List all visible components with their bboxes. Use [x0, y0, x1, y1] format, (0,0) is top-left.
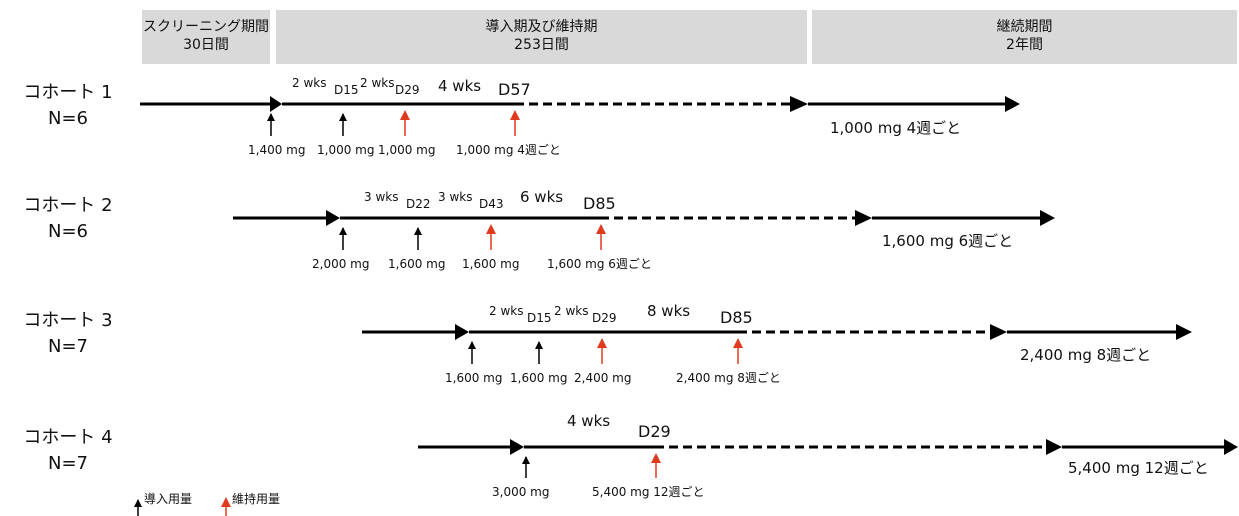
- cohort-1-interval-1: 2 wks: [292, 76, 327, 90]
- cohort-2-label: コホート 2 N=6: [8, 193, 128, 245]
- cohort-3-screening-arrowhead: [455, 324, 469, 340]
- cohort-2-visit-3: D85: [583, 194, 616, 213]
- cohort-2-maintenance-arrowhead-2: [596, 224, 606, 234]
- cohort-3-maintenance-arrowhead-1: [597, 338, 607, 348]
- cohort-1-continuation-arrowhead: [1005, 96, 1020, 112]
- cohort-1-dose-1: 1,400 mg: [248, 143, 306, 157]
- cohort-4-continuation-dose: 5,400 mg 12週ごと: [1068, 459, 1209, 477]
- cohort-4-n: N=7: [48, 453, 88, 474]
- cohort-2-visit-1: D22: [406, 197, 431, 211]
- cohort-3-visit-3: D85: [720, 308, 753, 327]
- cohort-1-maintenance-arrowhead-1: [400, 110, 410, 120]
- cohort-4-screening-arrowhead: [510, 439, 524, 455]
- cohort-3-interval-3: 8 wks: [647, 302, 691, 320]
- cohort-2-continuation-arrowhead: [1040, 210, 1055, 226]
- cohort-1-dashed-arrowhead: [790, 96, 808, 112]
- cohort-3-interval-1: 2 wks: [489, 304, 524, 318]
- cohort-1-maintenance-arrowhead-2: [510, 110, 520, 120]
- cohort-4-continuation-arrowhead: [1224, 439, 1238, 455]
- cohort-1-visit-2: D29: [395, 83, 420, 97]
- phase-continuation-title: 継続期間: [996, 19, 1053, 35]
- legend-maintenance-label: 維持用量: [232, 492, 281, 506]
- cohort-1-screening-arrowhead: [270, 96, 282, 112]
- cohort-2-continuation-dose: 1,600 mg 6週ごと: [882, 232, 1014, 250]
- legend-loading-label: 導入用量: [144, 492, 193, 506]
- cohort-1-visit-1: D15: [334, 83, 359, 97]
- cohort-4-visit-1: D29: [638, 422, 671, 441]
- cohort-3-continuation-arrowhead: [1176, 324, 1192, 340]
- cohort-1-dose-3: 1,000 mg: [378, 143, 436, 157]
- cohort-4-dose-2: 5,400 mg 12週ごと: [592, 485, 705, 499]
- cohort-1-label: コホート 1 N=6: [8, 80, 128, 132]
- cohort-1-dose-4: 1,000 mg 4週ごと: [456, 143, 561, 157]
- cohort-3-label: コホート 3 N=7: [8, 308, 128, 360]
- cohort-1-dose-2: 1,000 mg: [317, 143, 375, 157]
- cohort-2-maintenance-arrowhead-1: [486, 224, 496, 234]
- cohort-3-continuation-dose: 2,400 mg 8週ごと: [1020, 346, 1152, 364]
- cohort-3-dashed-arrowhead: [990, 324, 1007, 340]
- cohort-2-dashed-arrowhead: [855, 210, 872, 226]
- cohort-2-interval-1: 3 wks: [364, 190, 399, 204]
- cohort-2-name: コホート 2: [23, 195, 113, 216]
- cohort-2-interval-3: 6 wks: [520, 188, 564, 206]
- cohort-2-dose-3: 1,600 mg: [462, 257, 520, 271]
- phase-induction-title: 導入期及び維持期: [485, 19, 598, 35]
- cohort-3-maintenance-arrowhead-2: [733, 338, 743, 348]
- cohort-1-visit-3: D57: [498, 80, 531, 99]
- phase-screening: スクリーニング期間 30日間: [142, 10, 270, 64]
- cohort-3-dose-1: 1,600 mg: [445, 371, 503, 385]
- cohort-3-dose-2: 1,600 mg: [510, 371, 568, 385]
- cohort-2-dose-2: 1,600 mg: [388, 257, 446, 271]
- cohort-4-name: コホート 4: [23, 427, 113, 448]
- phase-screening-duration: 30日間: [183, 37, 229, 53]
- cohort-3-visit-1: D15: [527, 311, 552, 325]
- cohort-2-interval-2: 3 wks: [438, 190, 473, 204]
- cohort-1-n: N=6: [48, 108, 88, 129]
- cohort-1-interval-3: 4 wks: [438, 77, 482, 95]
- cohort-3-name: コホート 3: [23, 310, 113, 331]
- cohort-3-dose-4: 2,400 mg 8週ごと: [676, 371, 781, 385]
- cohort-1-interval-2: 2 wks: [360, 76, 395, 90]
- cohort-2-dose-4: 1,600 mg 6週ごと: [547, 257, 652, 271]
- cohort-4-maintenance-arrowhead-1: [651, 453, 661, 463]
- phase-screening-title: スクリーニング期間: [143, 19, 269, 35]
- cohort-3-visit-2: D29: [592, 311, 617, 325]
- cohort-4-label: コホート 4 N=7: [8, 425, 128, 477]
- cohort-3-interval-2: 2 wks: [554, 304, 589, 318]
- cohort-3-dose-3: 2,400 mg: [574, 371, 632, 385]
- legend-maintenance-arrowhead-icon: [221, 497, 231, 507]
- phase-continuation: 継続期間 2年間: [812, 10, 1237, 64]
- cohort-4-interval-1: 4 wks: [567, 412, 611, 430]
- cohort-2-n: N=6: [48, 221, 88, 242]
- cohort-2-screening-arrowhead: [326, 210, 340, 226]
- cohort-2-visit-2: D43: [479, 197, 504, 211]
- cohort-1-name: コホート 1: [23, 82, 113, 103]
- cohort-4-dose-1: 3,000 mg: [492, 485, 550, 499]
- cohort-2-dose-1: 2,000 mg: [312, 257, 370, 271]
- phase-induction-maintenance: 導入期及び維持期 253日間: [276, 10, 807, 64]
- cohort-4-dashed-arrowhead: [1046, 439, 1062, 455]
- cohort-3-n: N=7: [48, 336, 88, 357]
- cohort-1-continuation-dose: 1,000 mg 4週ごと: [830, 119, 962, 137]
- phase-continuation-duration: 2年間: [1006, 37, 1043, 53]
- phase-induction-duration: 253日間: [514, 37, 569, 53]
